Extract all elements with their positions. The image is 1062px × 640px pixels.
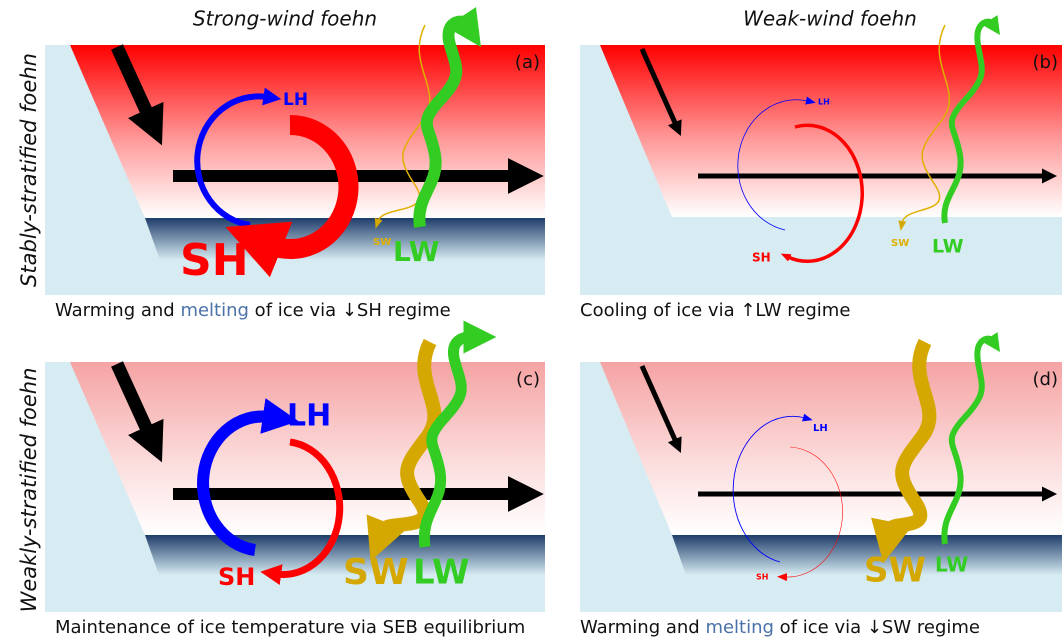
sw-label: SW (891, 238, 909, 249)
lw-label: LW (935, 553, 968, 577)
lw-label: LW (413, 553, 470, 593)
sh-label: SH (756, 573, 768, 582)
panel-label: (d) (1033, 369, 1058, 390)
sh-label: SH (180, 235, 249, 286)
sw-label: SW (343, 552, 409, 593)
panel-label: (a) (515, 52, 540, 73)
column-header: Weak-wind foehn (743, 7, 917, 31)
panel-label: (b) (1033, 52, 1058, 73)
lw-label: LW (932, 236, 964, 258)
caption-part: melting (705, 617, 774, 638)
row-label: Weakly-stratified foehn (17, 368, 41, 613)
sw-label: SW (373, 237, 391, 248)
row-label: Stably-stratified foehn (17, 53, 41, 287)
caption-part: of ice via ↓SH regime (249, 300, 451, 321)
caption: Maintenance of ice temperature via SEB e… (55, 617, 525, 638)
caption-part: Warming and (55, 300, 180, 321)
panel: (c) LH SH SW LW (45, 320, 545, 612)
lh-label: LH (287, 399, 331, 434)
caption: Warming and melting of ice via ↓SW regim… (580, 617, 980, 638)
sh-label: SH (752, 251, 771, 265)
lh-label: LH (813, 423, 828, 434)
caption-part: Warming and (580, 617, 705, 638)
panel: (a) LH SH SW LW (45, 6, 545, 295)
sw-label: SW (864, 551, 926, 591)
caption: Cooling of ice via ↑LW regime (580, 300, 850, 321)
panel: (d) LH SH SW LW (580, 331, 1062, 612)
caption-part: melting (180, 300, 249, 321)
lh-label: LH (283, 90, 308, 110)
panel: (b) LH SH SW LW (580, 14, 1062, 295)
caption-part: Maintenance of ice temperature via SEB e… (55, 617, 525, 638)
lw-label: LW (393, 235, 440, 268)
sh-label: SH (218, 563, 255, 591)
caption-part: Cooling of ice via ↑LW regime (580, 300, 850, 321)
lh-label: LH (818, 98, 830, 107)
caption-part: of ice via ↓SW regime (774, 617, 980, 638)
column-header: Strong-wind foehn (193, 7, 377, 31)
caption: Warming and melting of ice via ↓SH regim… (55, 300, 451, 321)
panel-label: (c) (516, 369, 540, 390)
